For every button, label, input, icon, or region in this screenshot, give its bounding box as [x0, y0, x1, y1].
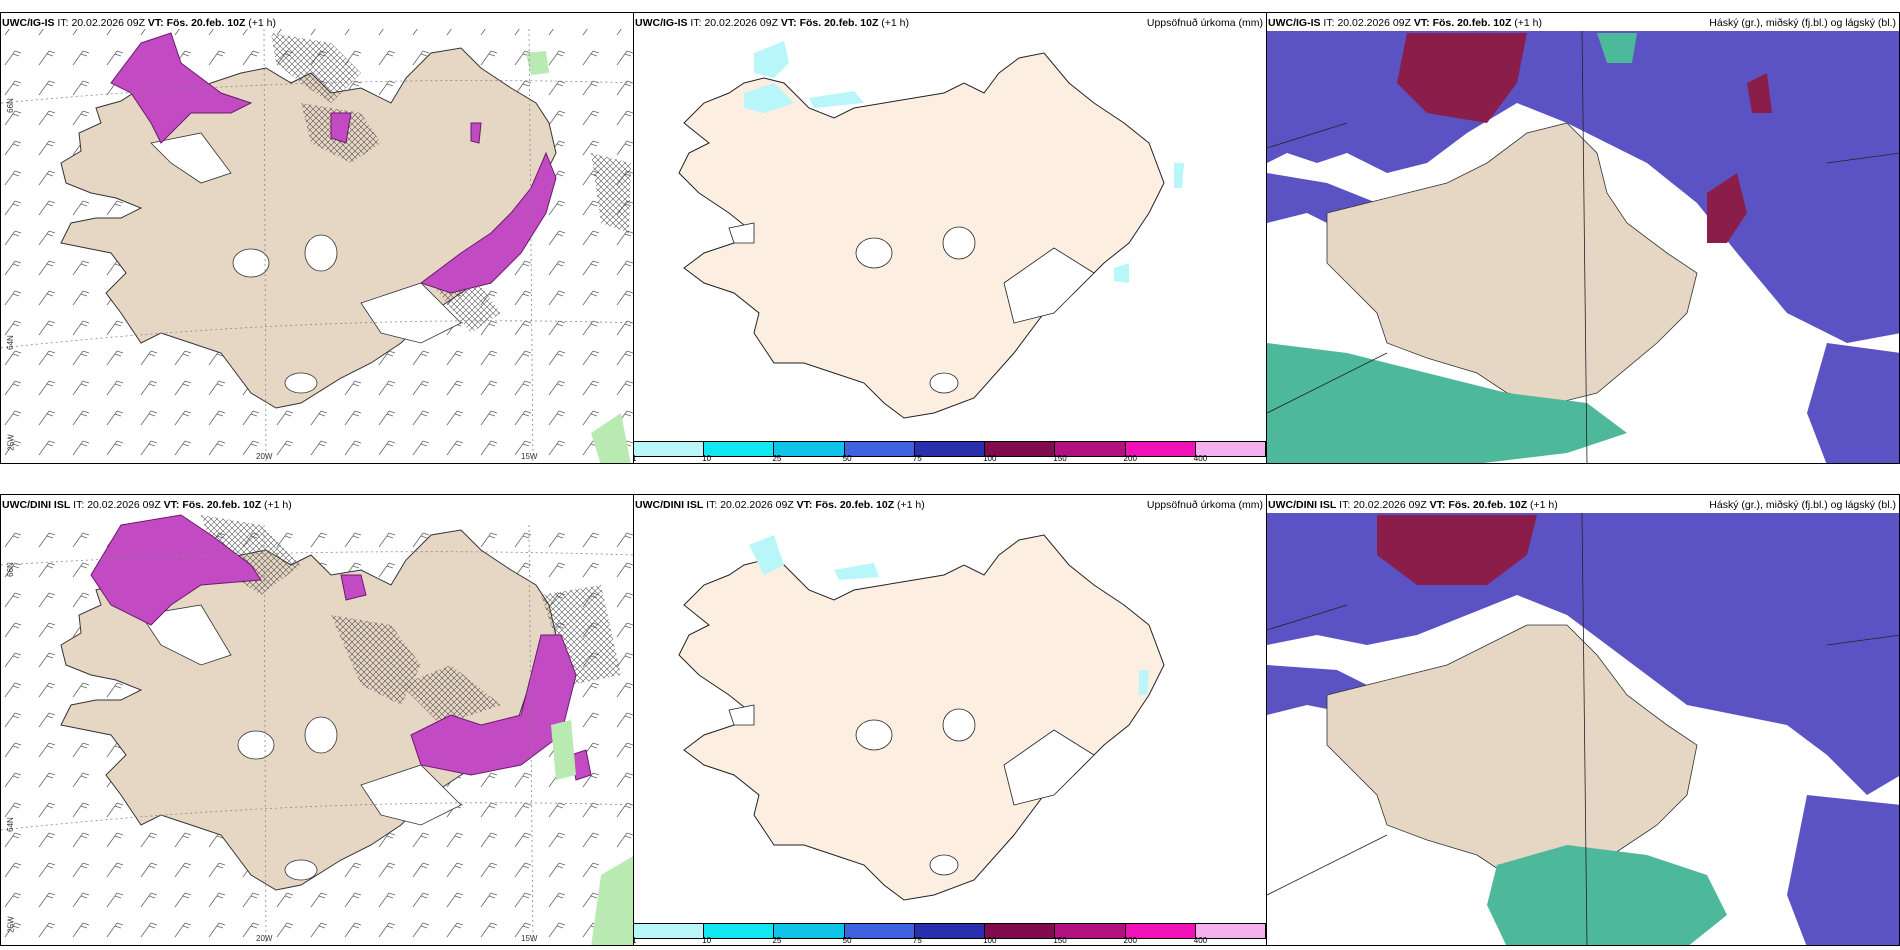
mid-cloud-layer — [1397, 33, 1772, 243]
boundary-lines — [1267, 512, 1899, 945]
panel-header: UWC/DINI ISL IT: 20.02.2026 09Z VT: Fös.… — [1268, 499, 1896, 511]
panel-header: UWC/DINI ISL IT: 20.02.2026 09Z VT: Fös.… — [2, 499, 292, 511]
precip-purple-areas — [90, 514, 592, 781]
boundary-lines — [1267, 30, 1899, 463]
graticule — [1, 524, 633, 945]
colorbar-tick-label: 1 — [634, 455, 636, 463]
colorbar-swatch — [914, 924, 986, 938]
colorbar-tick-label: 400 — [1193, 936, 1208, 945]
panel-title: Uppsöfnuð úrkoma (mm) — [1146, 499, 1263, 511]
panel-header: UWC/IG-IS IT: 20.02.2026 09Z VT: Fös. 20… — [2, 17, 277, 29]
colorbar-swatch — [844, 442, 915, 456]
white-holes — [140, 604, 462, 881]
map-panel-cloud-ig[interactable]: UWC/IG-IS IT: 20.02.2026 09Z VT: Fös. 20… — [1266, 12, 1900, 464]
lat-label-66: 66N — [5, 562, 15, 577]
colorbar-tick-label: 150 — [1053, 936, 1067, 945]
colorbar-tick-label: 50 — [842, 454, 852, 463]
colorbar-swatch — [774, 924, 845, 938]
glacier-holes — [728, 222, 1095, 394]
colorbar-swatch — [1195, 442, 1266, 456]
panel-header: UWC/DINI ISL IT: 20.02.2026 09Z VT: Fös.… — [635, 499, 1263, 511]
colorbar-swatch — [914, 442, 986, 456]
colorbar-tick-label: 10 — [702, 936, 712, 945]
colorbar-tick-label: 400 — [1193, 454, 1208, 463]
precip-purple-areas — [110, 32, 557, 294]
colorbar-swatch — [1055, 924, 1126, 938]
graticule — [1, 28, 633, 463]
colorbar-tick-label: 200 — [1123, 936, 1137, 945]
colorbar-swatch — [985, 924, 1056, 938]
colorbar-tick-label: 100 — [983, 936, 997, 945]
colorbar-tick-label: 25 — [772, 454, 782, 463]
colorbar-tick-label: 50 — [842, 936, 852, 945]
precip-cyan-areas — [749, 535, 1149, 695]
white-holes — [150, 132, 462, 394]
panel-title: Uppsöfnuð úrkoma (mm) — [1146, 17, 1263, 29]
colorbar-swatch — [985, 442, 1056, 456]
lon-label-20: 20W — [256, 452, 273, 461]
lon-label-25: 25W — [6, 434, 16, 451]
land-clear — [1326, 624, 1698, 881]
map-panel-cloud-dini[interactable]: UWC/DINI ISL IT: 20.02.2026 09Z VT: Fös.… — [1266, 494, 1900, 946]
map-panel-precip-dini[interactable]: UWC/DINI ISL IT: 20.02.2026 09Z VT: Fös.… — [633, 494, 1267, 946]
panel-title: Háský (gr.), miðský (fj.bl.) og lágský (… — [1709, 17, 1896, 29]
colorbar-swatch — [844, 924, 915, 938]
lon-label-15: 15W — [521, 452, 538, 461]
colorbar-swatch — [774, 442, 845, 456]
colorbar: 1 10 25 50 75 100 150 200 400 — [634, 441, 1266, 463]
colorbar-tick-label: 25 — [772, 936, 782, 945]
precip-map-svg — [678, 534, 1165, 901]
cloud-map-svg — [1267, 30, 1899, 463]
colorbar-tick-label: 150 — [1053, 454, 1067, 463]
panel-header: UWC/IG-IS IT: 20.02.2026 09Z VT: Fös. 20… — [1268, 17, 1896, 29]
panel-title: Háský (gr.), miðský (fj.bl.) og lágský (… — [1709, 499, 1896, 511]
map-panel-wind-ig[interactable]: UWC/IG-IS IT: 20.02.2026 09Z VT: Fös. 20… — [0, 12, 634, 464]
colorbar-tick-label: 10 — [702, 454, 712, 463]
wind-map-svg — [1, 514, 633, 945]
lon-label-20: 20W — [256, 934, 273, 943]
colorbar-cells — [634, 923, 1266, 939]
colorbar-tick-label: 100 — [983, 454, 997, 463]
green-shower-areas — [526, 51, 631, 463]
colorbar-swatch — [1125, 924, 1196, 938]
colorbar-swatch — [704, 924, 775, 938]
colorbar: 1 10 25 50 75 100 150 200 400 — [634, 923, 1266, 945]
colorbar-swatch — [1125, 442, 1196, 456]
map-panel-wind-dini[interactable]: UWC/DINI ISL IT: 20.02.2026 09Z VT: Fös.… — [0, 494, 634, 946]
colorbar-tick-label: 200 — [1123, 454, 1137, 463]
lon-label-15: 15W — [521, 934, 538, 943]
cloud-map-svg — [1267, 512, 1899, 945]
map-panel-precip-ig[interactable]: UWC/IG-IS IT: 20.02.2026 09Z VT: Fös. 20… — [633, 12, 1267, 464]
lat-label-64: 64N — [5, 817, 15, 832]
low-cloud-layer — [1267, 33, 1637, 463]
colorbar-tick-label: 75 — [912, 936, 922, 945]
lat-label-64: 64N — [5, 335, 15, 350]
colorbar-swatch — [634, 442, 705, 456]
glacier-holes — [728, 704, 1095, 876]
colorbar-swatch — [634, 924, 705, 938]
colorbar-tick-label: 75 — [912, 454, 922, 463]
precip-map-svg — [678, 41, 1184, 419]
land-clear — [1326, 122, 1698, 404]
wind-map-svg — [1, 28, 633, 463]
colorbar-swatch — [1195, 924, 1266, 938]
colorbar-tick-label: 1 — [634, 937, 636, 945]
green-shower-areas — [551, 720, 633, 945]
lon-label-25: 25W — [6, 916, 16, 933]
panel-header: UWC/IG-IS IT: 20.02.2026 09Z VT: Fös. 20… — [635, 17, 1263, 29]
colorbar-cells — [634, 441, 1266, 457]
low-cloud-layer — [1487, 845, 1727, 945]
colorbar-swatch — [704, 442, 775, 456]
lat-label-66: 66N — [5, 98, 15, 113]
precip-cyan-areas — [744, 41, 1184, 283]
mid-cloud-layer — [1377, 515, 1537, 585]
hatched-cloud-areas — [201, 515, 621, 725]
colorbar-swatch — [1055, 442, 1126, 456]
